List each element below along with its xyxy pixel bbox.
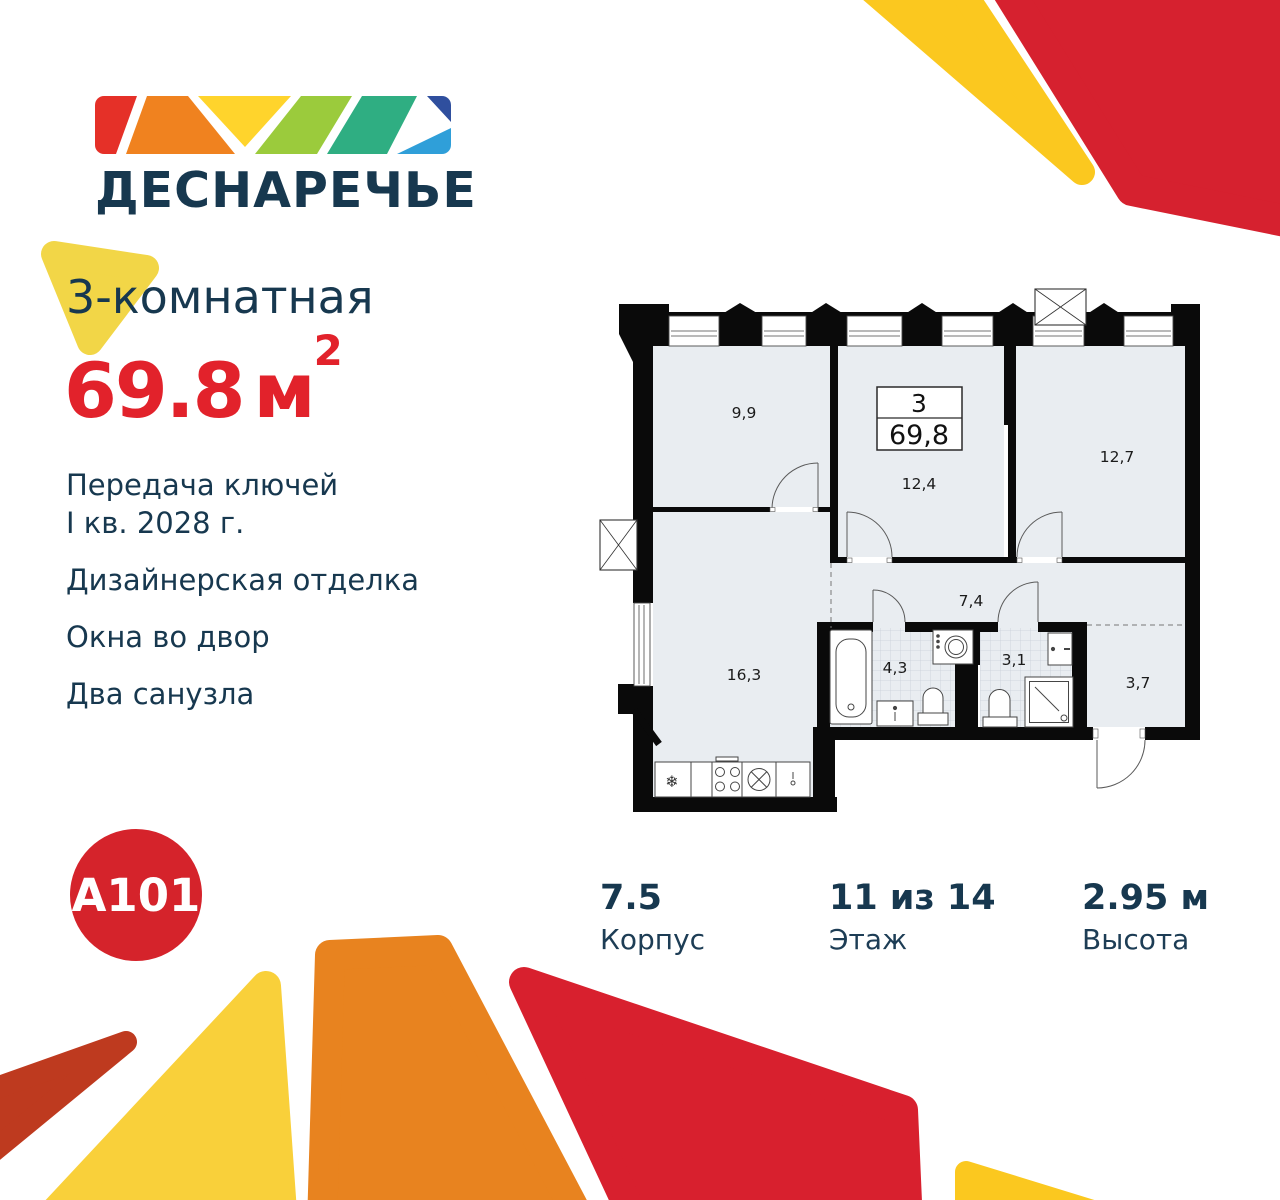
room-label-bedroom1: 9,9: [732, 404, 757, 422]
door-jambs: [769, 507, 1146, 739]
stat-value: 2.95 м: [1082, 878, 1210, 918]
bathtub-icon: [829, 629, 873, 725]
page-title: 3-комнатная: [66, 270, 374, 324]
stat-value: 11 из 14: [829, 878, 996, 918]
door-arcs: [771, 462, 1146, 789]
stat-floor: 11 из 14 Этаж: [829, 878, 996, 956]
stat-building: 7.5 Корпус: [600, 878, 705, 956]
room-label-bathroom2: 3,1: [1002, 651, 1027, 669]
feature-list: Передача ключей I кв. 2028 г. Дизайнерск…: [66, 466, 419, 732]
plan-fixtures: ❄: [654, 629, 1074, 798]
feature-item: Окна во двор: [66, 620, 270, 654]
window-icons: [633, 315, 1174, 687]
area-value: 69.8: [64, 346, 246, 435]
info-area: 69,8: [889, 420, 949, 451]
apartment-area: 69.8 м2: [64, 326, 343, 435]
area-exponent: 2: [313, 325, 343, 375]
toilet-icon: [982, 716, 1018, 728]
feature-item: Дизайнерская отделка: [66, 563, 419, 597]
developer-name: A101: [71, 868, 201, 922]
deco-top-red: [994, 0, 1280, 237]
stat-value: 7.5: [600, 878, 663, 918]
deco-bottom-red: [509, 967, 922, 1200]
deco-title-yellow-triangle: [41, 241, 159, 355]
room-label-kitchen: 16,3: [727, 666, 762, 684]
toilet-icon: [917, 712, 949, 726]
vent-shaft-icon: [599, 288, 1087, 571]
stat-label: Корпус: [600, 923, 706, 956]
feature-item: Передача ключей I кв. 2028 г.: [66, 468, 339, 540]
deco-bottom-right-yellow: [955, 1161, 1095, 1200]
fridge-icon: ❄: [665, 772, 678, 791]
plan-walls: [618, 303, 1200, 812]
shower-icon: [1024, 676, 1074, 728]
deco-bottom-yellow: [45, 971, 297, 1200]
room-label-corridor: 7,4: [959, 592, 984, 610]
stat-label: Высота: [1082, 923, 1190, 956]
project-logo: ДЕСНАРЕЧЬЕ: [95, 96, 477, 219]
room-label-bedroom3: 12,7: [1100, 448, 1135, 466]
room-label-hall: 3,7: [1126, 674, 1151, 692]
room-labels: 9,9 12,4 12,7 16,3 7,4 4,3 3,1 3,7: [727, 404, 1151, 692]
stove-icon: [715, 756, 739, 762]
deco-bottom-brick: [0, 1031, 137, 1160]
room-label-bedroom2: 12,4: [902, 475, 937, 493]
deco-bottom-orange: [307, 935, 587, 1200]
project-name: ДЕСНАРЕЧЬЕ: [95, 162, 477, 219]
info-rooms-count: 3: [911, 389, 927, 418]
feature-item: Два санузла: [66, 677, 255, 711]
stat-label: Этаж: [829, 923, 908, 956]
plan-info-box: 3 69,8: [876, 386, 963, 451]
deco-top-yellow-sliver: [863, 0, 1095, 185]
room-label-bathroom1: 4,3: [883, 659, 908, 677]
stat-ceiling-height: 2.95 м Высота: [1082, 878, 1209, 956]
logo-mosaic-icon: [95, 96, 451, 154]
developer-logo: A101: [70, 829, 202, 961]
area-unit: м: [253, 346, 316, 435]
zone-dashed-lines: [830, 563, 1185, 628]
kitchen-sink-icon: [747, 768, 771, 791]
entry-door-arc: [1096, 739, 1146, 789]
